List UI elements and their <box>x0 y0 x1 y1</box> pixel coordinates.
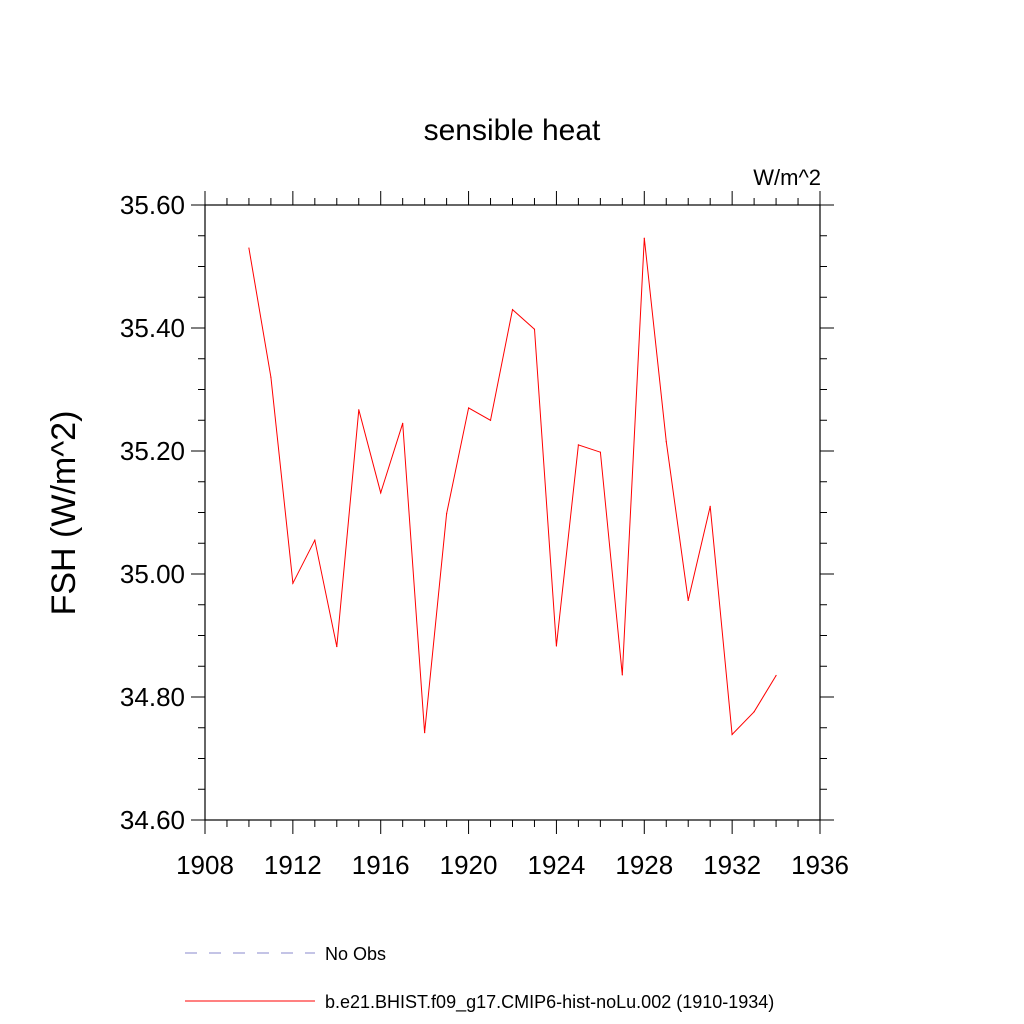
data-point <box>555 645 558 647</box>
data-point <box>577 444 579 446</box>
series-layer <box>248 237 777 736</box>
legend-label-no-obs: No Obs <box>325 944 386 964</box>
y-tick-label: 35.40 <box>120 313 185 343</box>
data-point <box>402 422 404 424</box>
data-point <box>665 441 667 443</box>
data-point <box>380 492 382 494</box>
data-point <box>467 407 470 409</box>
y-tick-label: 35.60 <box>120 190 185 220</box>
legend-item-model: b.e21.BHIST.f09_g17.CMIP6-hist-noLu.002 … <box>185 992 774 1013</box>
y-tick-label: 34.60 <box>120 805 185 835</box>
x-tick-label: 1912 <box>264 850 322 880</box>
x-tick-label: 1908 <box>176 850 234 880</box>
x-tick-label: 1916 <box>352 850 410 880</box>
x-tick-label: 1920 <box>440 850 498 880</box>
data-point <box>446 513 448 515</box>
legend: No Obs b.e21.BHIST.f09_g17.CMIP6-hist-no… <box>185 944 774 1013</box>
y-axis-label: FSH (W/m^2) <box>45 411 83 616</box>
data-point <box>687 599 689 602</box>
x-tick-label: 1936 <box>791 850 849 880</box>
data-point <box>599 451 601 453</box>
data-point <box>248 247 250 249</box>
data-point <box>643 237 645 239</box>
plot-frame <box>204 204 821 821</box>
y-tick-label: 35.00 <box>120 559 185 589</box>
legend-label-model: b.e21.BHIST.f09_g17.CMIP6-hist-noLu.002 … <box>325 992 774 1013</box>
x-tick-label: 1928 <box>615 850 673 880</box>
y-axis-ticks: 34.60 34.80 35.00 35.20 35.40 35.60 <box>120 190 834 835</box>
data-point <box>753 711 755 713</box>
data-point <box>358 409 360 411</box>
chart-title: sensible heat <box>424 114 601 147</box>
data-point <box>314 539 316 541</box>
y-tick-label: 35.20 <box>120 436 185 466</box>
data-point <box>424 732 426 734</box>
x-axis-ticks: 1908 1912 1916 1920 1924 1928 1932 1936 <box>176 191 849 880</box>
data-point <box>336 645 338 648</box>
data-point <box>621 674 623 676</box>
legend-item-no-obs: No Obs <box>185 944 386 964</box>
data-point <box>292 582 294 584</box>
data-point <box>709 505 711 507</box>
x-tick-label: 1924 <box>528 850 586 880</box>
data-point <box>775 674 777 677</box>
data-point <box>270 376 272 378</box>
units-label: W/m^2 <box>753 165 821 190</box>
y-tick-label: 34.80 <box>120 682 185 712</box>
data-point <box>489 419 492 421</box>
data-point <box>533 328 536 330</box>
x-tick-label: 1932 <box>703 850 761 880</box>
data-point <box>511 308 514 311</box>
series-line-0 <box>248 238 777 736</box>
data-point <box>731 733 733 736</box>
